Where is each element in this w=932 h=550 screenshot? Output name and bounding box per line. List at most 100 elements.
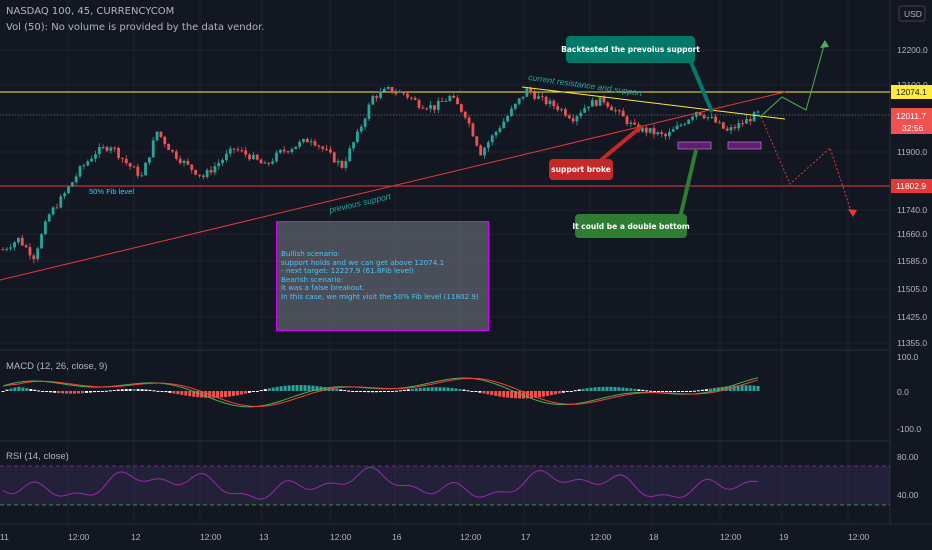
support-trendline[interactable]	[0, 91, 786, 281]
candle-body	[340, 161, 344, 168]
macd-title[interactable]: MACD (12, 26, close, 9)	[6, 361, 107, 372]
candle-body	[394, 92, 398, 94]
candle-body	[355, 131, 359, 143]
bearish-projection-arrow[interactable]	[760, 116, 853, 215]
rsi-tick: 40.00	[897, 490, 919, 500]
candle-body	[344, 161, 348, 168]
macd-histogram-bar	[394, 390, 398, 392]
candle-body	[552, 100, 556, 107]
time-tick: 12:00	[590, 532, 612, 542]
candle-body	[698, 111, 702, 116]
macd-histogram-bar	[450, 387, 454, 391]
callout-double-bottom-pointer	[678, 149, 698, 219]
macd-histogram-bar	[506, 391, 510, 398]
macd-histogram-bar	[92, 391, 96, 393]
candle-body	[244, 150, 248, 155]
macd-histogram-bar	[692, 390, 696, 392]
time-tick: 17	[521, 532, 531, 542]
rsi-title[interactable]: RSI (14, close)	[6, 451, 69, 462]
candle-body	[1, 249, 5, 251]
callout-double-bottom[interactable]: It could be a double bottom	[572, 214, 690, 238]
candle-body	[706, 117, 710, 119]
candle-body	[475, 136, 479, 146]
candle-body	[490, 135, 494, 143]
callout-support-broke[interactable]: support broke	[549, 159, 613, 180]
macd-histogram-bar	[156, 390, 160, 392]
candle-body	[598, 97, 602, 106]
candle-body	[36, 248, 40, 260]
candle-body	[63, 193, 67, 197]
candle-body	[55, 207, 59, 209]
candle-body	[594, 100, 598, 106]
candle-body	[444, 100, 448, 102]
macd-histogram-bar	[295, 385, 299, 391]
macd-histogram-bar	[414, 388, 418, 391]
volume-note: Vol (50): No volume is provided by the d…	[6, 22, 265, 33]
currency-button[interactable]: USD	[904, 9, 922, 19]
macd-histogram-bar	[49, 391, 53, 393]
scenario-note[interactable]: Bullish scenario: support holds and we c…	[276, 221, 489, 331]
candle-body	[683, 123, 687, 125]
candle-body	[255, 154, 259, 160]
double-bottom-marker-2[interactable]	[727, 141, 762, 150]
macd-histogram-bar	[267, 388, 271, 391]
macd-histogram-bar	[458, 388, 462, 391]
candle-body	[78, 166, 82, 177]
candle-body	[13, 242, 16, 248]
candle-body	[309, 141, 313, 143]
macd-histogram-bar	[100, 391, 104, 392]
time-tick: 12	[131, 532, 141, 542]
candle-body	[144, 162, 147, 176]
macd-histogram-bar	[688, 391, 692, 392]
candle-body	[406, 93, 409, 98]
rsi-band	[0, 466, 890, 505]
macd-histogram-bar	[144, 389, 148, 391]
candle-body	[70, 182, 74, 187]
callout-backtest[interactable]: Backtested the prevoius support	[561, 36, 700, 63]
macd-histogram-bar	[255, 390, 259, 392]
candle-body	[648, 128, 652, 133]
macd-histogram-bar	[37, 390, 41, 392]
price-tick: 12200.0	[897, 45, 928, 55]
currency-button-bg[interactable]	[898, 5, 926, 22]
macd-histogram-bar	[216, 391, 220, 398]
macd-histogram-bar	[315, 386, 319, 391]
macd-histogram-bar	[514, 391, 518, 399]
candle-body	[560, 109, 563, 111]
candle-body	[97, 147, 101, 155]
candle-body	[375, 96, 379, 98]
macd-histogram-bar	[108, 390, 112, 392]
macd-histogram-bar	[561, 391, 565, 393]
macd-histogram-bar	[446, 387, 450, 391]
double-bottom-marker-1[interactable]	[677, 141, 712, 150]
macd-histogram-bar	[684, 391, 688, 392]
macd-histogram-bar	[613, 387, 617, 391]
candle-body	[602, 97, 606, 103]
candle-body	[171, 149, 174, 152]
price-tick: 11660.0	[897, 229, 927, 239]
macd-histogram-bar	[474, 391, 478, 392]
candle-body	[163, 136, 167, 145]
candle-body	[282, 149, 286, 152]
candle-body	[40, 234, 43, 249]
macd-histogram-bar	[530, 391, 533, 399]
macd-histogram-bar	[29, 389, 33, 391]
candle-body	[691, 116, 694, 120]
candle-body	[294, 146, 298, 150]
candle-body	[656, 132, 660, 135]
candle-body	[352, 142, 355, 149]
candle-body	[47, 214, 51, 222]
macd-histogram-bar	[482, 391, 486, 394]
symbol-title[interactable]: NASDAQ 100, 45, CURRENCYCOM	[6, 6, 175, 17]
candle-body	[679, 124, 683, 126]
candle-body	[213, 166, 217, 173]
bullish-projection-arrow[interactable]	[759, 41, 826, 118]
resistance-trendline[interactable]	[521, 86, 786, 120]
macd-histogram-bar	[621, 387, 625, 391]
candle-body	[109, 147, 113, 151]
price-tick: 11585.0	[897, 256, 927, 266]
macd-histogram-bar	[283, 385, 287, 391]
macd-histogram-bar	[65, 391, 69, 394]
time-axis[interactable]: 11 12:00 12 12:00 13 12:00 16 12:00 17 12:00 18 12:…	[0, 532, 870, 542]
